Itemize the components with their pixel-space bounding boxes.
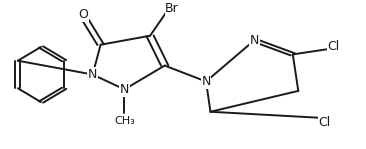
Text: N: N (250, 34, 259, 47)
Text: Br: Br (165, 2, 179, 15)
Text: N: N (201, 75, 211, 88)
Text: Cl: Cl (318, 116, 330, 129)
Text: Cl: Cl (328, 40, 340, 53)
Text: CH₃: CH₃ (114, 116, 135, 126)
Text: N: N (120, 83, 129, 96)
Text: O: O (79, 8, 88, 21)
Text: N: N (88, 68, 97, 81)
